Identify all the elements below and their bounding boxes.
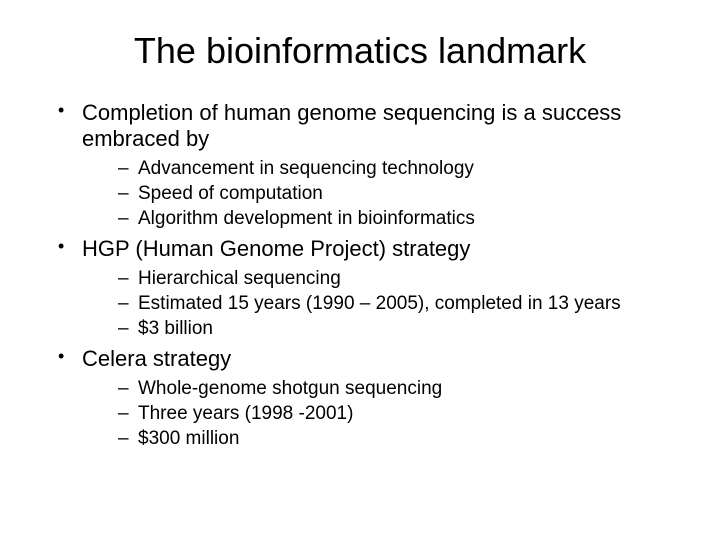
sub-list: Whole-genome shotgun sequencing Three ye… [82,377,680,451]
list-item: $3 billion [118,317,680,340]
list-item: Whole-genome shotgun sequencing [118,377,680,400]
list-item-text: Estimated 15 years (1990 – 2005), comple… [138,293,621,314]
list-item-text: Algorithm development in bioinformatics [138,208,475,229]
list-item: Hierarchical sequencing [118,267,680,290]
list-item: $300 million [118,427,680,450]
list-item-text: Celera strategy [82,346,231,371]
list-item-text: HGP (Human Genome Project) strategy [82,236,470,261]
list-item: Advancement in sequencing technology [118,157,680,180]
list-item-text: $3 billion [138,318,213,339]
list-item: HGP (Human Genome Project) strategy Hier… [58,236,680,340]
list-item-text: Three years (1998 -2001) [138,403,353,424]
list-item-text: Speed of computation [138,183,323,204]
sub-list: Hierarchical sequencing Estimated 15 yea… [82,267,680,341]
list-item: Completion of human genome sequencing is… [58,100,680,230]
list-item: Algorithm development in bioinformatics [118,207,680,230]
list-item-text: Hierarchical sequencing [138,268,341,289]
list-item-text: Completion of human genome sequencing is… [82,100,621,151]
list-item: Speed of computation [118,182,680,205]
list-item: Three years (1998 -2001) [118,402,680,425]
bullet-list: Completion of human genome sequencing is… [40,100,680,450]
list-item-text: Advancement in sequencing technology [138,158,474,179]
list-item-text: $300 million [138,428,239,449]
slide-title: The bioinformatics landmark [40,30,680,72]
sub-list: Advancement in sequencing technology Spe… [82,157,680,231]
list-item-text: Whole-genome shotgun sequencing [138,378,442,399]
list-item: Celera strategy Whole-genome shotgun seq… [58,346,680,450]
list-item: Estimated 15 years (1990 – 2005), comple… [118,292,680,315]
slide: The bioinformatics landmark Completion o… [0,0,720,540]
